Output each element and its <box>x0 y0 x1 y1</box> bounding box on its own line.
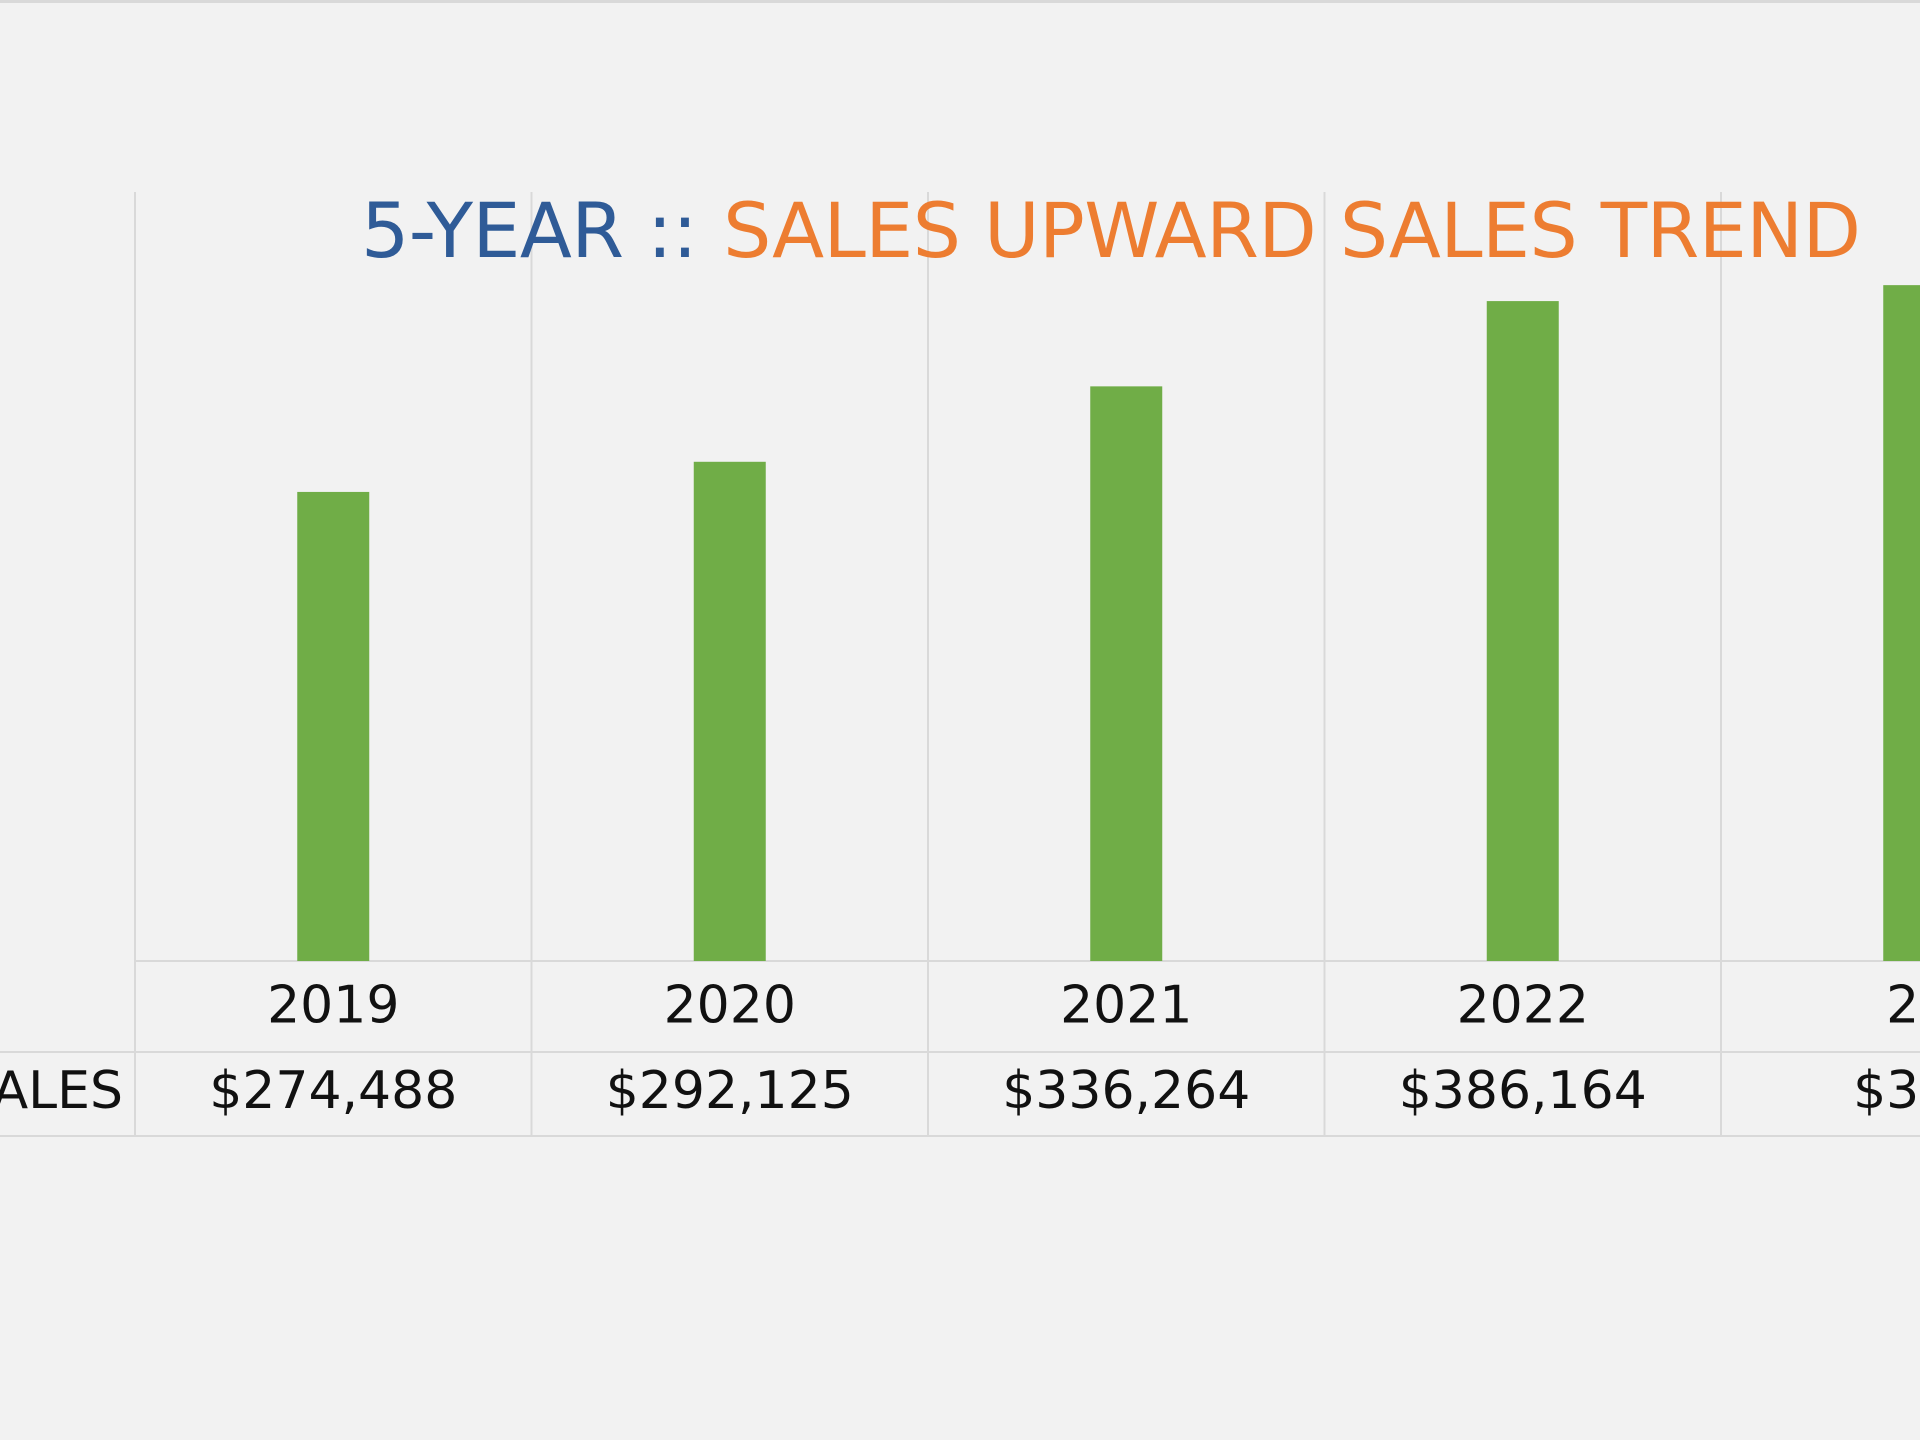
x-tick-label: 2020 <box>664 976 796 1036</box>
value-label: $395 <box>1853 1061 1920 1121</box>
x-tick-label: 20 <box>1886 976 1920 1036</box>
value-label: $292,125 <box>606 1061 854 1121</box>
bar <box>1883 285 1920 962</box>
x-tick-label: 2022 <box>1457 976 1589 1036</box>
bar <box>297 491 370 961</box>
bar <box>693 461 766 961</box>
title-part: 5-YEAR :: <box>361 186 704 275</box>
value-label: $336,264 <box>1002 1061 1250 1121</box>
x-tick-label: 2019 <box>267 976 399 1036</box>
row-label: SALES <box>0 1061 123 1121</box>
value-label: $386,164 <box>1399 1061 1647 1121</box>
bar <box>1090 386 1163 961</box>
value-label: $274,488 <box>209 1061 457 1121</box>
x-tick-label: 2021 <box>1060 976 1192 1036</box>
title-part: SALES UPWARD SALES TREND <box>723 186 1867 275</box>
chart-title: 5-YEAR :: SALES UPWARD SALES TREND <box>361 186 1867 275</box>
bar <box>1486 301 1559 961</box>
